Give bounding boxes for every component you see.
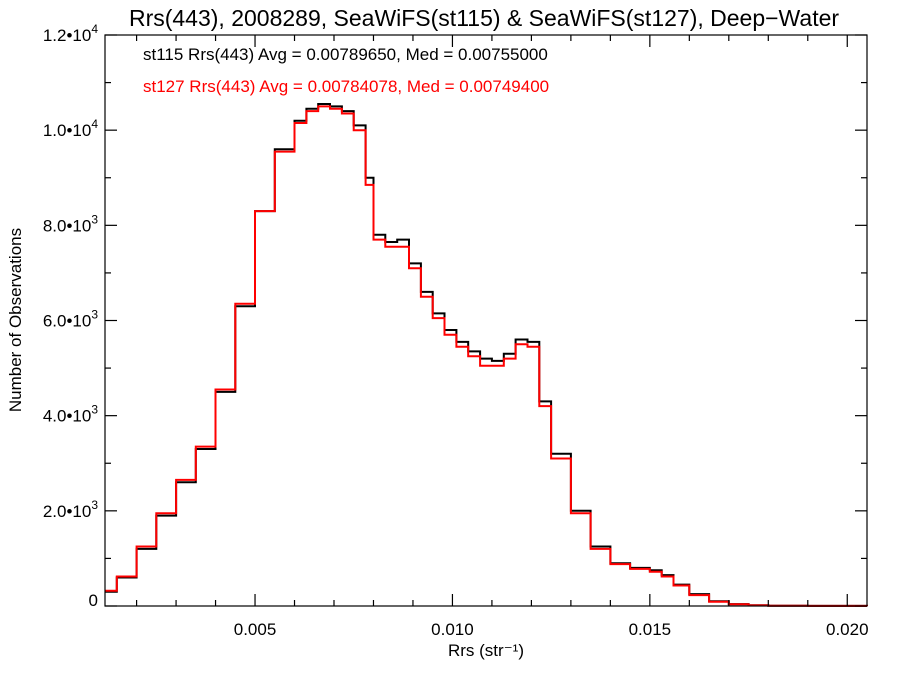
- y-axis-label: Number of Observations: [6, 228, 25, 412]
- tick-labels-layer: 0.005 0.010 0.015 0.020 0 2.0•103 4.0•103 6.0•1…: [43, 22, 869, 639]
- plot-frame: [104, 34, 868, 607]
- y-tick-label: 0: [89, 591, 98, 610]
- series-st127-line: [105, 105, 868, 607]
- x-tick-label: 0.005: [234, 620, 277, 639]
- y-tick-label: 1.0•104: [43, 117, 99, 140]
- y-tick-label: 4.0•103: [43, 403, 99, 426]
- series-st115-line: [105, 103, 868, 607]
- x-tick-label: 0.020: [826, 620, 869, 639]
- y-tick-label: 6.0•103: [43, 308, 99, 331]
- y-tick-label: 1.2•104: [43, 22, 99, 45]
- x-tick-label: 0.010: [431, 620, 474, 639]
- x-tick-label: 0.015: [629, 620, 672, 639]
- ticks-layer: [105, 34, 867, 607]
- annotation-st115: st115 Rrs(443) Avg = 0.00789650, Med = 0…: [143, 45, 548, 64]
- y-tick-label: 8.0•103: [43, 212, 99, 235]
- chart-title: Rrs(443), 2008289, SeaWiFS(st115) & SeaW…: [129, 5, 839, 31]
- series-layer: [105, 103, 868, 607]
- x-axis-label: Rrs (str⁻¹): [448, 641, 524, 660]
- annotation-st127: st127 Rrs(443) Avg = 0.00784078, Med = 0…: [143, 77, 549, 96]
- y-tick-label: 2.0•103: [43, 498, 99, 521]
